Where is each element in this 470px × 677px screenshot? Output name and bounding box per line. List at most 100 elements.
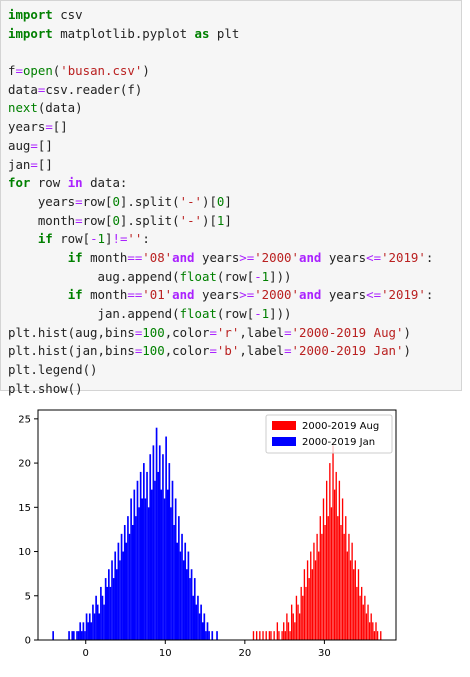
histogram-bar bbox=[368, 622, 371, 640]
code-token: ] bbox=[224, 193, 232, 209]
code-line: plt.show() bbox=[8, 380, 433, 399]
histogram-bar bbox=[370, 613, 372, 640]
histogram-bar bbox=[365, 613, 368, 640]
histogram-bar bbox=[337, 516, 339, 640]
y-tick-label: 20 bbox=[18, 459, 31, 470]
histogram-bar bbox=[136, 480, 139, 640]
code-token: years bbox=[321, 287, 367, 303]
code-token: if bbox=[67, 287, 83, 303]
code-token: - bbox=[254, 306, 262, 321]
code-token: '-' bbox=[179, 212, 202, 228]
histogram-bar bbox=[100, 586, 102, 640]
x-tick-label: 30 bbox=[318, 648, 331, 659]
code-token: years bbox=[8, 119, 46, 135]
code-token: [] bbox=[37, 156, 53, 172]
histogram-bar bbox=[120, 533, 123, 640]
code-token: data: bbox=[82, 175, 128, 191]
histogram-bar bbox=[163, 498, 166, 640]
code-token: ) bbox=[142, 63, 150, 79]
histogram-bar bbox=[185, 569, 188, 640]
code-token: aug.append( bbox=[8, 268, 180, 284]
code-token: - bbox=[254, 268, 262, 284]
code-line: for row in data: bbox=[8, 174, 433, 193]
histogram-bar bbox=[152, 445, 155, 640]
histogram-bar bbox=[297, 604, 299, 640]
histogram-bar bbox=[111, 560, 113, 640]
histogram-bar bbox=[208, 631, 210, 640]
histogram-bar bbox=[160, 489, 163, 640]
histogram-bar bbox=[184, 542, 187, 640]
code-token: = bbox=[37, 81, 46, 97]
code-token: 1 bbox=[261, 306, 270, 321]
histogram-bar bbox=[211, 631, 214, 640]
code-token: (row[ bbox=[216, 268, 255, 284]
code-line: if row[-1]!='': bbox=[8, 230, 433, 249]
histogram-bar bbox=[353, 569, 355, 640]
code-token: and bbox=[172, 287, 195, 303]
histogram-bar bbox=[203, 613, 206, 640]
histogram-bar bbox=[79, 622, 82, 640]
histogram-bar bbox=[52, 631, 54, 640]
code-token: years bbox=[194, 249, 240, 265]
histogram-bar bbox=[68, 631, 70, 640]
code-token: ) bbox=[403, 343, 411, 359]
code-token: [] bbox=[52, 119, 68, 135]
histogram-bar bbox=[154, 480, 156, 640]
histogram-bar bbox=[259, 631, 261, 640]
histogram-bar bbox=[84, 631, 86, 640]
code-token: row bbox=[30, 175, 68, 191]
legend-label-aug: 2000-2019 Aug bbox=[302, 421, 379, 432]
code-token: 1 bbox=[261, 268, 270, 284]
code-token: 0 bbox=[112, 193, 120, 209]
histogram-bar bbox=[345, 516, 347, 640]
histogram-bar bbox=[303, 569, 306, 640]
histogram-bar bbox=[321, 533, 323, 640]
code-cell[interactable]: import csv import matplotlib.pyplot as pl… bbox=[0, 0, 462, 396]
histogram-bar bbox=[372, 622, 374, 640]
histogram-bar bbox=[341, 498, 344, 640]
code-line: jan=[] bbox=[8, 156, 433, 175]
histogram-bar bbox=[135, 516, 137, 640]
code-line: if month=='08'and years>='2000'and years… bbox=[8, 249, 434, 268]
histogram-bar bbox=[305, 586, 307, 640]
histogram-bar bbox=[354, 560, 356, 640]
code-editor[interactable]: import csv import matplotlib.pyplot as pl… bbox=[8, 6, 433, 398]
code-token: row[ bbox=[82, 193, 113, 209]
histogram-bar bbox=[195, 604, 198, 640]
code-token: = bbox=[209, 324, 217, 340]
code-token: aug bbox=[8, 137, 31, 153]
histogram-bar bbox=[98, 613, 101, 640]
histogram-bar bbox=[117, 542, 120, 640]
code-token: = bbox=[284, 324, 292, 340]
histogram-bar bbox=[367, 604, 369, 640]
code-token: '2019' bbox=[381, 287, 426, 303]
code-line: aug.append(float(row[-1])) bbox=[8, 268, 433, 287]
code-token: : bbox=[425, 249, 434, 265]
code-token: import bbox=[8, 25, 53, 41]
y-tick-label: 15 bbox=[18, 503, 31, 514]
code-token: float bbox=[179, 306, 217, 321]
code-token: open bbox=[22, 63, 53, 79]
histogram-bar bbox=[166, 489, 169, 640]
histogram-bar bbox=[95, 595, 97, 640]
legend-swatch-jan bbox=[272, 437, 296, 446]
histogram-bar bbox=[85, 613, 88, 640]
histogram-bar bbox=[356, 586, 358, 640]
histogram-bar bbox=[96, 604, 99, 640]
code-token: plt.show() bbox=[8, 380, 83, 396]
code-token: 0 bbox=[112, 212, 120, 228]
histogram-bar bbox=[198, 613, 201, 640]
plot-frame bbox=[37, 409, 397, 641]
code-token: '' bbox=[127, 231, 143, 247]
code-token: != bbox=[112, 231, 128, 247]
code-token: import bbox=[8, 7, 53, 22]
code-token: 100 bbox=[142, 343, 165, 359]
histogram-bar bbox=[289, 631, 291, 640]
x-tick-label: 20 bbox=[238, 648, 251, 659]
code-token: month bbox=[82, 287, 128, 303]
code-token: = bbox=[209, 343, 217, 359]
histogram-bar bbox=[294, 622, 296, 640]
code-token: f bbox=[8, 63, 16, 79]
legend-label-jan: 2000-2019 Jan bbox=[302, 437, 375, 448]
histogram-bar bbox=[112, 578, 115, 640]
